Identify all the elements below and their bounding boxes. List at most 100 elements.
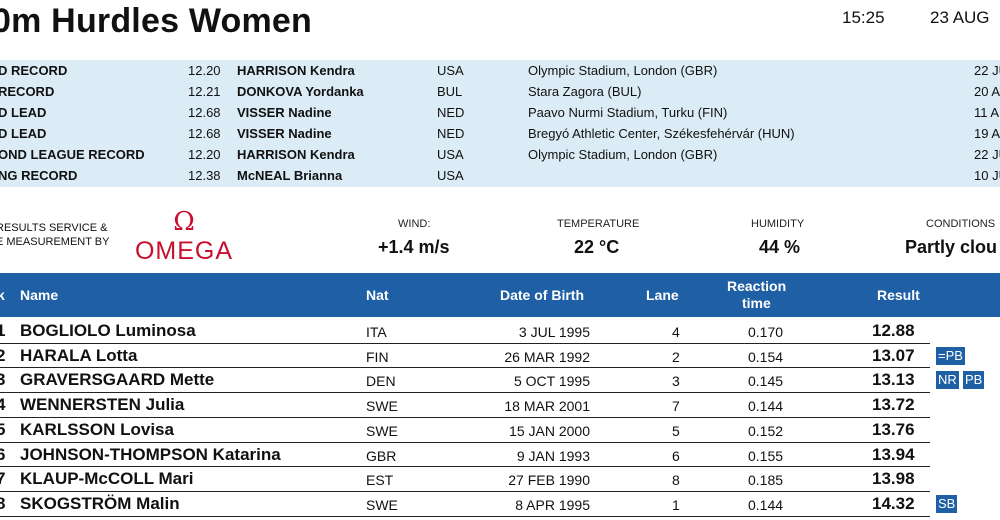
col-reaction-line2: time (742, 295, 771, 311)
record-time: 12.20 (188, 63, 221, 78)
record-holder: DONKOVA Yordanka (237, 84, 364, 99)
record-venue: Paavo Nurmi Stadium, Turku (FIN) (528, 105, 728, 120)
table-row: 2 HARALA Lotta FIN 26 MAR 1992 2 0.154 13.07 =P… (0, 344, 1000, 368)
athlete-lane: 7 (672, 398, 680, 414)
service-line-2: E MEASUREMENT BY (0, 236, 110, 248)
result-rank: 6 (0, 445, 6, 464)
result-time: 13.94 (872, 445, 915, 464)
record-venue: Stara Zagora (BUL) (528, 84, 642, 99)
row-divider (0, 516, 930, 517)
conditions-value: Partly clou (905, 237, 998, 257)
athlete-lane: 8 (672, 472, 680, 488)
wind-label: WIND: (398, 218, 431, 230)
event-time: 15:25 (842, 8, 885, 27)
row-divider (0, 491, 930, 492)
col-rank: k (0, 287, 5, 303)
record-label: RECORD (0, 84, 55, 99)
record-time: 12.21 (188, 84, 221, 99)
record-date: 11 AU (974, 105, 1000, 120)
record-date: 22 JU (974, 63, 1000, 78)
athlete-name: KARLSSON Lovisa (20, 420, 174, 439)
record-date: 10 JU (974, 168, 1000, 183)
athlete-name: SKOGSTRÖM Malin (20, 494, 180, 513)
result-rank: 4 (0, 395, 6, 414)
omega-symbol-icon: Ω (173, 208, 195, 237)
record-label: D LEAD (0, 105, 47, 120)
event-date: 23 AUG (930, 8, 990, 27)
athlete-lane: 6 (672, 448, 680, 464)
row-divider (0, 392, 930, 393)
record-label: D LEAD (0, 126, 47, 141)
athlete-nat: DEN (366, 373, 396, 389)
col-dob: Date of Birth (500, 287, 584, 303)
result-rank: 5 (0, 420, 6, 439)
record-row: D LEAD 12.68 VISSER Nadine NED Bregyó Athlet… (0, 123, 1000, 144)
athlete-dob: 3 JUL 1995 (518, 324, 590, 340)
record-label: OND LEAGUE RECORD (0, 147, 145, 162)
result-rank: 1 (0, 321, 6, 340)
record-date: 20 AU (974, 84, 1000, 99)
athlete-dob: 27 FEB 1990 (508, 472, 590, 488)
record-row: RECORD 12.21 DONKOVA Yordanka BUL Stara Zago… (0, 81, 1000, 102)
temperature-value: 22 °C (574, 237, 620, 257)
results-service-label: RESULTS SERVICE & E MEASUREMENT BY (0, 221, 110, 249)
record-nat: USA (437, 168, 464, 183)
col-reaction-line1: Reaction (727, 278, 787, 294)
athlete-name: KLAUP-McCOLL Mari (20, 469, 194, 488)
record-holder: McNEAL Brianna (237, 168, 343, 183)
athlete-dob: 15 JAN 2000 (509, 423, 590, 439)
service-line-1: RESULTS SERVICE & (0, 222, 108, 234)
athlete-name: WENNERSTEN Julia (20, 395, 185, 414)
athlete-lane: 5 (672, 423, 680, 439)
table-row: 7 KLAUP-McCOLL Mari EST 27 FEB 1990 8 0.185 13… (0, 467, 1000, 491)
results-table-header: k Name Nat Date of Birth Lane Reaction t… (0, 273, 1000, 317)
record-row: NG RECORD 12.38 McNEAL Brianna USA 10 JU (0, 165, 1000, 186)
record-holder: HARRISON Kendra (237, 63, 355, 78)
wind-value: +1.4 m/s (378, 237, 450, 257)
col-result: Result (877, 287, 920, 303)
record-venue: Olympic Stadium, London (GBR) (528, 147, 718, 162)
col-nat: Nat (366, 287, 389, 303)
record-time: 12.68 (188, 126, 221, 141)
result-time: 13.13 (872, 370, 915, 389)
reaction-time: 0.144 (748, 398, 784, 414)
record-badge: =PB (936, 347, 965, 365)
athlete-nat: SWE (366, 497, 398, 513)
athlete-dob: 9 JAN 1993 (516, 448, 590, 464)
result-time: 13.72 (872, 395, 915, 414)
reaction-time: 0.155 (748, 448, 784, 464)
result-rank: 2 (0, 346, 6, 365)
reaction-time: 0.145 (748, 373, 784, 389)
row-divider (0, 417, 930, 418)
record-time: 12.68 (188, 105, 221, 120)
record-row: D LEAD 12.68 VISSER Nadine NED Paavo Nurmi S… (0, 102, 1000, 123)
result-rank: 7 (0, 469, 6, 488)
record-nat: USA (437, 147, 464, 162)
athlete-dob: 18 MAR 2001 (504, 398, 590, 414)
reaction-time: 0.154 (748, 349, 784, 365)
humidity-label: HUMIDITY (751, 218, 805, 230)
athlete-nat: SWE (366, 423, 398, 439)
omega-wordmark: OMEGA (135, 237, 233, 264)
athlete-nat: GBR (366, 448, 397, 464)
athlete-name: HARALA Lotta (20, 346, 138, 365)
record-nat: USA (437, 63, 464, 78)
record-holder: HARRISON Kendra (237, 147, 355, 162)
row-divider (0, 343, 930, 344)
record-date: 19 AU (974, 126, 1000, 141)
record-row: OND LEAGUE RECORD 12.20 HARRISON Kendra USA… (0, 144, 1000, 165)
athlete-dob: 5 OCT 1995 (513, 373, 590, 389)
record-label: NG RECORD (0, 168, 78, 183)
row-divider (0, 367, 930, 368)
row-divider (0, 442, 930, 443)
result-time: 13.07 (872, 346, 915, 365)
reaction-time: 0.170 (748, 324, 784, 340)
athlete-dob: 8 APR 1995 (515, 497, 590, 513)
conditions-label: CONDITIONS (926, 218, 996, 230)
col-name: Name (20, 287, 59, 303)
table-row: 6 JOHNSON-THOMPSON Katarina GBR 9 JAN 1993 6… (0, 443, 1000, 467)
athlete-name: BOGLIOLO Luminosa (20, 321, 196, 340)
reaction-time: 0.144 (748, 497, 784, 513)
col-lane: Lane (646, 287, 679, 303)
result-rank: 8 (0, 494, 6, 513)
